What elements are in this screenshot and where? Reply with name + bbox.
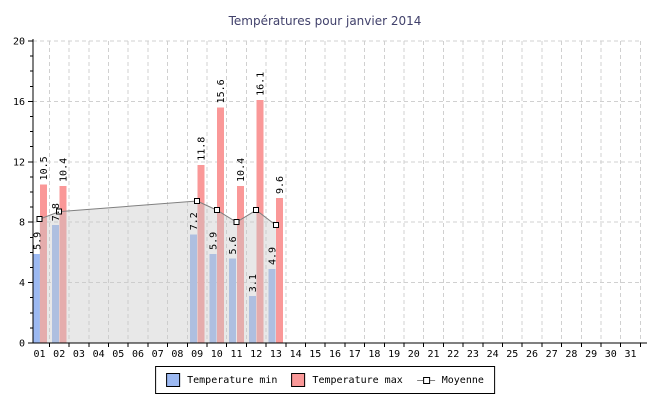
x-tick-label-08: 08 — [171, 349, 183, 360]
x-tick-label-02: 02 — [53, 349, 65, 360]
x-tick-label-17: 17 — [349, 349, 361, 360]
x-tick-label-27: 27 — [546, 349, 558, 360]
legend-label-moyenne: Moyenne — [441, 374, 484, 386]
y-tick-label: 0 — [19, 339, 25, 350]
moyenne-line-marker-icon — [416, 376, 435, 384]
x-tick-label-24: 24 — [487, 349, 499, 360]
bar-min-02 — [51, 225, 59, 343]
bar-min-label-10: 5.9 — [209, 232, 220, 250]
bar-max-label-01: 10.5 — [39, 156, 50, 180]
bar-min-label-09: 7.2 — [189, 212, 200, 230]
moyenne-marker-01 — [36, 216, 43, 223]
bar-max-label-13: 9.6 — [275, 176, 286, 194]
bar-max-11 — [236, 185, 244, 343]
x-tick-label-04: 04 — [93, 349, 105, 360]
bar-max-label-02: 10.4 — [59, 158, 70, 182]
legend-label-temperature-min: Temperature min — [187, 374, 278, 386]
bar-min-label-12: 3.1 — [248, 274, 259, 292]
moyenne-area — [39, 201, 276, 343]
bar-min-label-01: 5.9 — [33, 232, 44, 250]
x-tick-label-15: 15 — [309, 349, 321, 360]
x-tick-label-31: 31 — [624, 349, 636, 360]
bar-max-09 — [197, 164, 205, 343]
temperature-max-swatch-icon — [291, 373, 306, 387]
bar-min-label-02: 7.8 — [51, 203, 62, 221]
x-tick-label-25: 25 — [506, 349, 518, 360]
y-tick-label: 20 — [13, 37, 25, 48]
temperature-min-swatch-icon — [166, 373, 181, 387]
y-tick-label: 4 — [19, 278, 25, 289]
x-tick-label-28: 28 — [565, 349, 577, 360]
x-tick-label-10: 10 — [211, 349, 223, 360]
x-tick-label-12: 12 — [250, 349, 262, 360]
y-tick-label: 16 — [13, 97, 25, 108]
x-tick-label-06: 06 — [132, 349, 144, 360]
x-tick-label-23: 23 — [467, 349, 479, 360]
bar-max-01 — [39, 184, 47, 343]
bar-min-11 — [229, 258, 237, 343]
bar-max-label-12: 16.1 — [256, 72, 267, 96]
x-tick-label-11: 11 — [230, 349, 242, 360]
moyenne-square-marker-icon — [422, 376, 430, 384]
bar-max-10 — [217, 107, 225, 343]
x-tick-label-03: 03 — [73, 349, 85, 360]
bar-min-label-11: 5.6 — [228, 236, 239, 254]
x-tick-label-26: 26 — [526, 349, 538, 360]
bar-min-09 — [189, 234, 197, 343]
legend-item-temperature-max: Temperature max — [291, 373, 403, 387]
moyenne-marker-12 — [253, 207, 260, 214]
x-tick-label-09: 09 — [191, 349, 203, 360]
x-tick-label-14: 14 — [290, 349, 302, 360]
bar-min-label-13: 4.9 — [268, 247, 279, 265]
x-tick-label-18: 18 — [368, 349, 380, 360]
legend-label-temperature-max: Temperature max — [312, 374, 403, 386]
moyenne-marker-10 — [213, 207, 220, 214]
x-tick-label-30: 30 — [605, 349, 617, 360]
chart-title: Températures pour janvier 2014 — [228, 14, 422, 28]
moyenne-marker-13 — [272, 222, 279, 229]
x-tick-label-05: 05 — [112, 349, 124, 360]
x-tick-label-13: 13 — [270, 349, 282, 360]
x-tick-label-01: 01 — [33, 349, 45, 360]
moyenne-marker-09 — [194, 198, 201, 205]
bar-max-label-09: 11.8 — [196, 137, 207, 161]
bar-max-12 — [256, 99, 264, 343]
moyenne-marker-11 — [233, 219, 240, 226]
x-tick-label-16: 16 — [329, 349, 341, 360]
x-tick-label-20: 20 — [408, 349, 420, 360]
bar-max-label-11: 10.4 — [236, 158, 247, 182]
y-tick-label: 12 — [13, 157, 25, 168]
bar-min-13 — [268, 269, 276, 343]
x-tick-label-21: 21 — [427, 349, 439, 360]
bar-max-02 — [59, 185, 67, 343]
y-tick-label: 8 — [19, 218, 25, 229]
bar-min-12 — [248, 296, 256, 343]
x-tick-label-19: 19 — [388, 349, 400, 360]
chart-legend: Temperature min Temperature max Moyenne — [155, 366, 495, 394]
legend-item-temperature-min: Temperature min — [166, 373, 277, 387]
legend-item-moyenne: Moyenne — [416, 374, 484, 386]
x-tick-label-29: 29 — [585, 349, 597, 360]
bar-max-13 — [276, 198, 284, 343]
moyenne-marker-02 — [56, 208, 63, 215]
bar-min-10 — [209, 253, 217, 343]
x-tick-label-22: 22 — [447, 349, 459, 360]
bar-min-01 — [33, 253, 41, 343]
bar-max-label-10: 15.6 — [216, 79, 227, 103]
x-tick-label-07: 07 — [152, 349, 164, 360]
